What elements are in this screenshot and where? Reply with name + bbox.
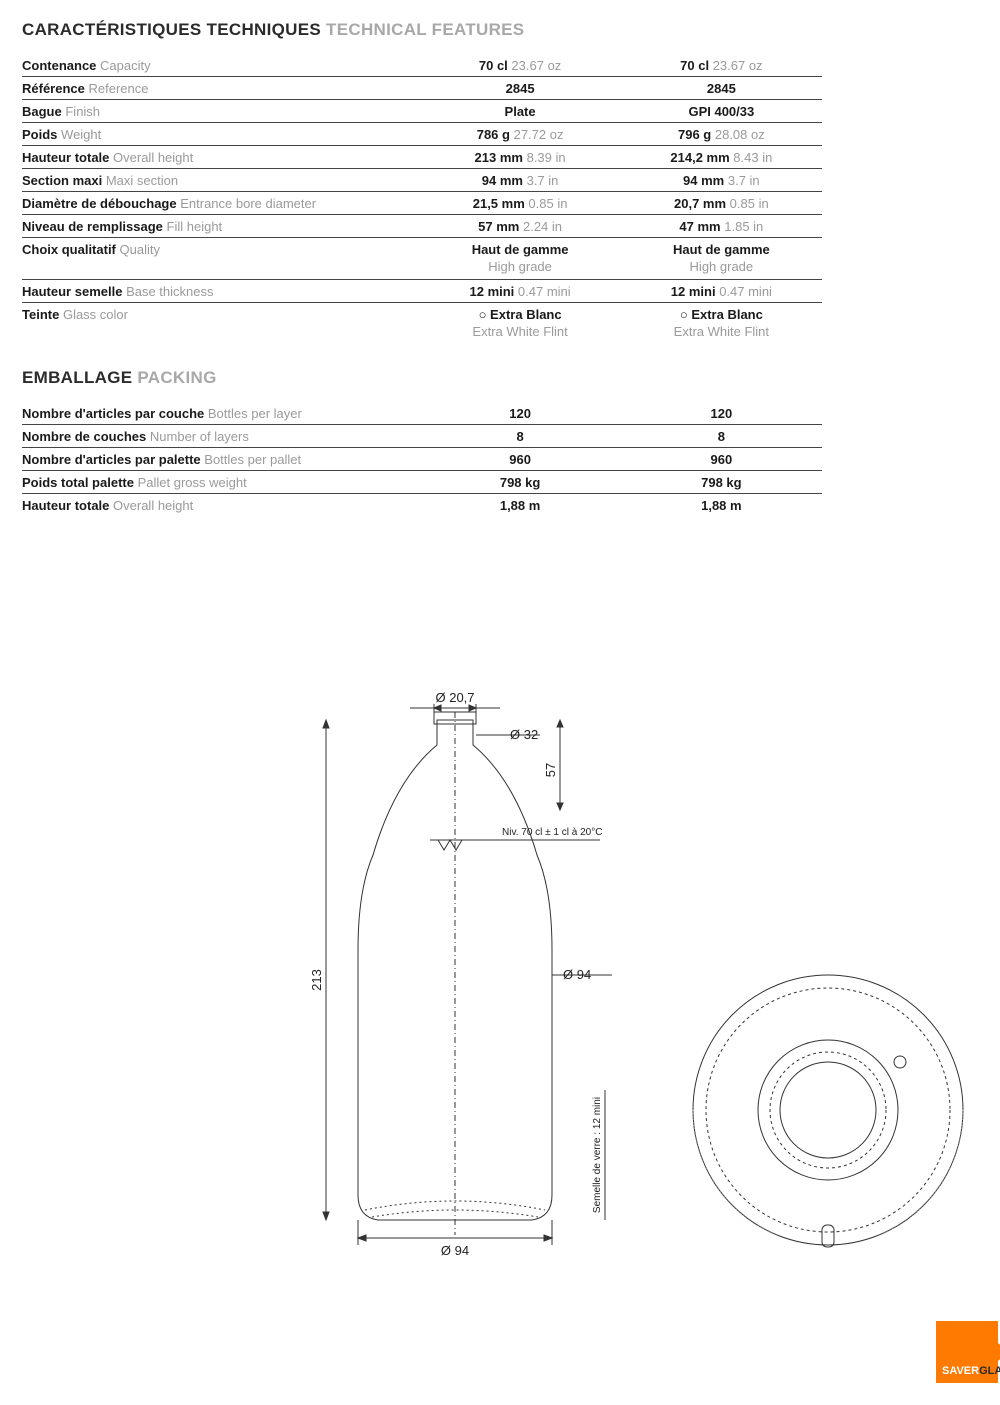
table-row: Référence Reference28452845 (22, 77, 822, 100)
dim-body-dia: Ø 94 (563, 967, 591, 982)
title-fr: EMBALLAGE (22, 368, 132, 387)
table-row: Nombre d'articles par palette Bottles pe… (22, 447, 822, 470)
dim-base-dia: Ø 94 (441, 1243, 469, 1258)
table-row: Diamètre de débouchage Entrance bore dia… (22, 192, 822, 215)
table-row: Choix qualitatif QualityHaut de gammeHig… (22, 238, 822, 280)
table-row: Poids Weight786 g 27.72 oz796 g 28.08 oz (22, 123, 822, 146)
technical-table: Contenance Capacity70 cl 23.67 oz70 cl 2… (22, 54, 822, 344)
table-row: Poids total palette Pallet gross weight7… (22, 470, 822, 493)
title-fr: CARACTÉRISTIQUES TECHNIQUES (22, 20, 321, 39)
dim-base-note: Semelle de verre : 12 mini (592, 1097, 603, 1213)
dim-height: 213 (309, 969, 324, 991)
logo-a: SAVER (942, 1365, 979, 1377)
logo-b: GLASS (979, 1365, 1000, 1377)
bottle-diagram: Ø 20,7 Ø 32 57 Niv. 70 cl ± 1 cl à 20°C … (0, 690, 1000, 1270)
table-row: Bague FinishPlateGPI 400/33 (22, 100, 822, 123)
section-title-packing: EMBALLAGE PACKING (22, 368, 978, 388)
dim-neck-dia: Ø 20,7 (435, 690, 474, 705)
dim-fill: 57 (543, 763, 558, 777)
dim-neck-outer: Ø 32 (510, 727, 538, 742)
table-row: Nombre de couches Number of layers88 (22, 424, 822, 447)
dim-fill-note: Niv. 70 cl ± 1 cl à 20°C (502, 827, 602, 838)
table-row: Section maxi Maxi section94 mm 3.7 in94 … (22, 169, 822, 192)
table-row: Hauteur totale Overall height213 mm 8.39… (22, 146, 822, 169)
table-row: Nombre d'articles par couche Bottles per… (22, 402, 822, 425)
table-row: Hauteur semelle Base thickness12 mini 0.… (22, 279, 822, 302)
table-row: Niveau de remplissage Fill height57 mm 2… (22, 215, 822, 238)
packing-table: Nombre d'articles par couche Bottles per… (22, 402, 822, 516)
table-row: Hauteur totale Overall height1,88 m1,88 … (22, 493, 822, 516)
title-en: TECHNICAL FEATURES (326, 20, 524, 39)
title-en: PACKING (137, 368, 216, 387)
section-title-technical: CARACTÉRISTIQUES TECHNIQUES TECHNICAL FE… (22, 20, 978, 40)
brand-logo: SAVERGLASS (936, 1321, 998, 1383)
table-row: Teinte Glass color○ Extra BlancExtra Whi… (22, 302, 822, 343)
table-row: Contenance Capacity70 cl 23.67 oz70 cl 2… (22, 54, 822, 77)
